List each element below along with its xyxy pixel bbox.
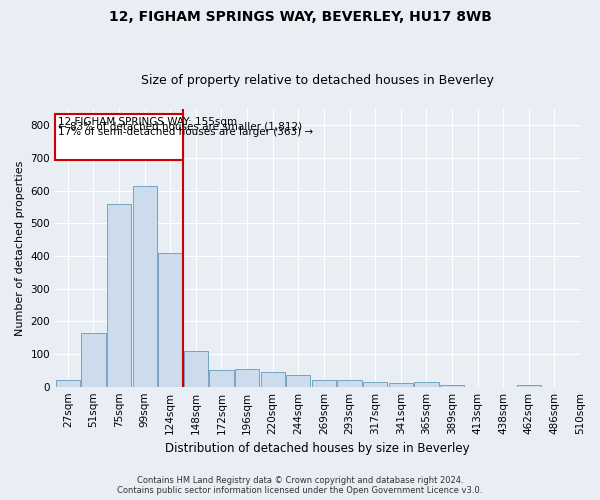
- Bar: [209, 370, 233, 386]
- Bar: [389, 384, 413, 386]
- Bar: [158, 252, 182, 386]
- Text: Contains HM Land Registry data © Crown copyright and database right 2024.
Contai: Contains HM Land Registry data © Crown c…: [118, 476, 482, 495]
- Y-axis label: Number of detached properties: Number of detached properties: [15, 160, 25, 336]
- Bar: [107, 204, 131, 386]
- Title: Size of property relative to detached houses in Beverley: Size of property relative to detached ho…: [141, 74, 494, 87]
- Bar: [56, 380, 80, 386]
- Bar: [517, 385, 541, 386]
- Text: 12, FIGHAM SPRINGS WAY, BEVERLEY, HU17 8WB: 12, FIGHAM SPRINGS WAY, BEVERLEY, HU17 8…: [109, 10, 491, 24]
- Bar: [184, 350, 208, 386]
- Bar: [414, 382, 439, 386]
- Bar: [286, 375, 310, 386]
- Bar: [55, 114, 183, 160]
- Bar: [260, 372, 285, 386]
- Bar: [81, 333, 106, 386]
- Bar: [337, 380, 362, 386]
- Bar: [440, 385, 464, 386]
- Text: ← 83% of detached houses are smaller (1,812): ← 83% of detached houses are smaller (1,…: [58, 122, 302, 132]
- Bar: [363, 382, 388, 386]
- X-axis label: Distribution of detached houses by size in Beverley: Distribution of detached houses by size …: [165, 442, 470, 455]
- Text: 12 FIGHAM SPRINGS WAY: 155sqm: 12 FIGHAM SPRINGS WAY: 155sqm: [58, 116, 237, 126]
- Text: 17% of semi-detached houses are larger (363) →: 17% of semi-detached houses are larger (…: [58, 127, 313, 137]
- Bar: [235, 368, 259, 386]
- Bar: [133, 186, 157, 386]
- Bar: [312, 380, 336, 386]
